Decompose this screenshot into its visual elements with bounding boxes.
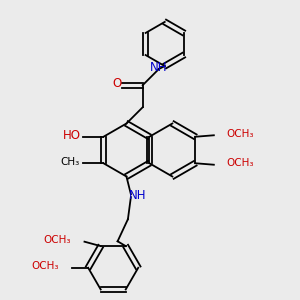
Text: OCH₃: OCH₃ xyxy=(227,129,254,139)
Text: NH: NH xyxy=(129,189,146,202)
Text: O: O xyxy=(112,77,122,90)
Text: CH₃: CH₃ xyxy=(61,157,80,167)
Text: OCH₃: OCH₃ xyxy=(44,235,71,245)
Text: OCH₃: OCH₃ xyxy=(227,158,254,168)
Text: OCH₃: OCH₃ xyxy=(31,261,59,271)
Text: NH: NH xyxy=(150,61,168,74)
Text: HO: HO xyxy=(63,129,81,142)
